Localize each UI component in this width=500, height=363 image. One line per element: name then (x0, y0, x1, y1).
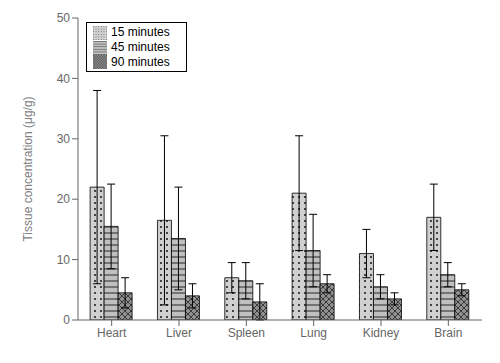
svg-text:0: 0 (63, 313, 70, 327)
svg-text:Heart: Heart (97, 326, 127, 340)
svg-text:Brain: Brain (434, 326, 462, 340)
html-text:45 minutes: 45 minutes (111, 39, 170, 54)
svg-text:Lung: Lung (300, 326, 327, 340)
svg-text:Kidney: Kidney (363, 326, 400, 340)
svg-text:10: 10 (57, 253, 71, 267)
svg-text:30: 30 (57, 132, 71, 146)
svg-text:20: 20 (57, 192, 71, 206)
svg-text:Tissue concentration (μg/g): Tissue concentration (μg/g) (21, 96, 35, 241)
svg-text:40: 40 (57, 72, 71, 86)
svg-text:Liver: Liver (166, 326, 192, 340)
html-text:90 minutes: 90 minutes (111, 54, 170, 69)
html-text:15 minutes: 15 minutes (111, 25, 170, 39)
svg-text:50: 50 (57, 11, 71, 25)
svg-text:Spleen: Spleen (228, 326, 265, 340)
